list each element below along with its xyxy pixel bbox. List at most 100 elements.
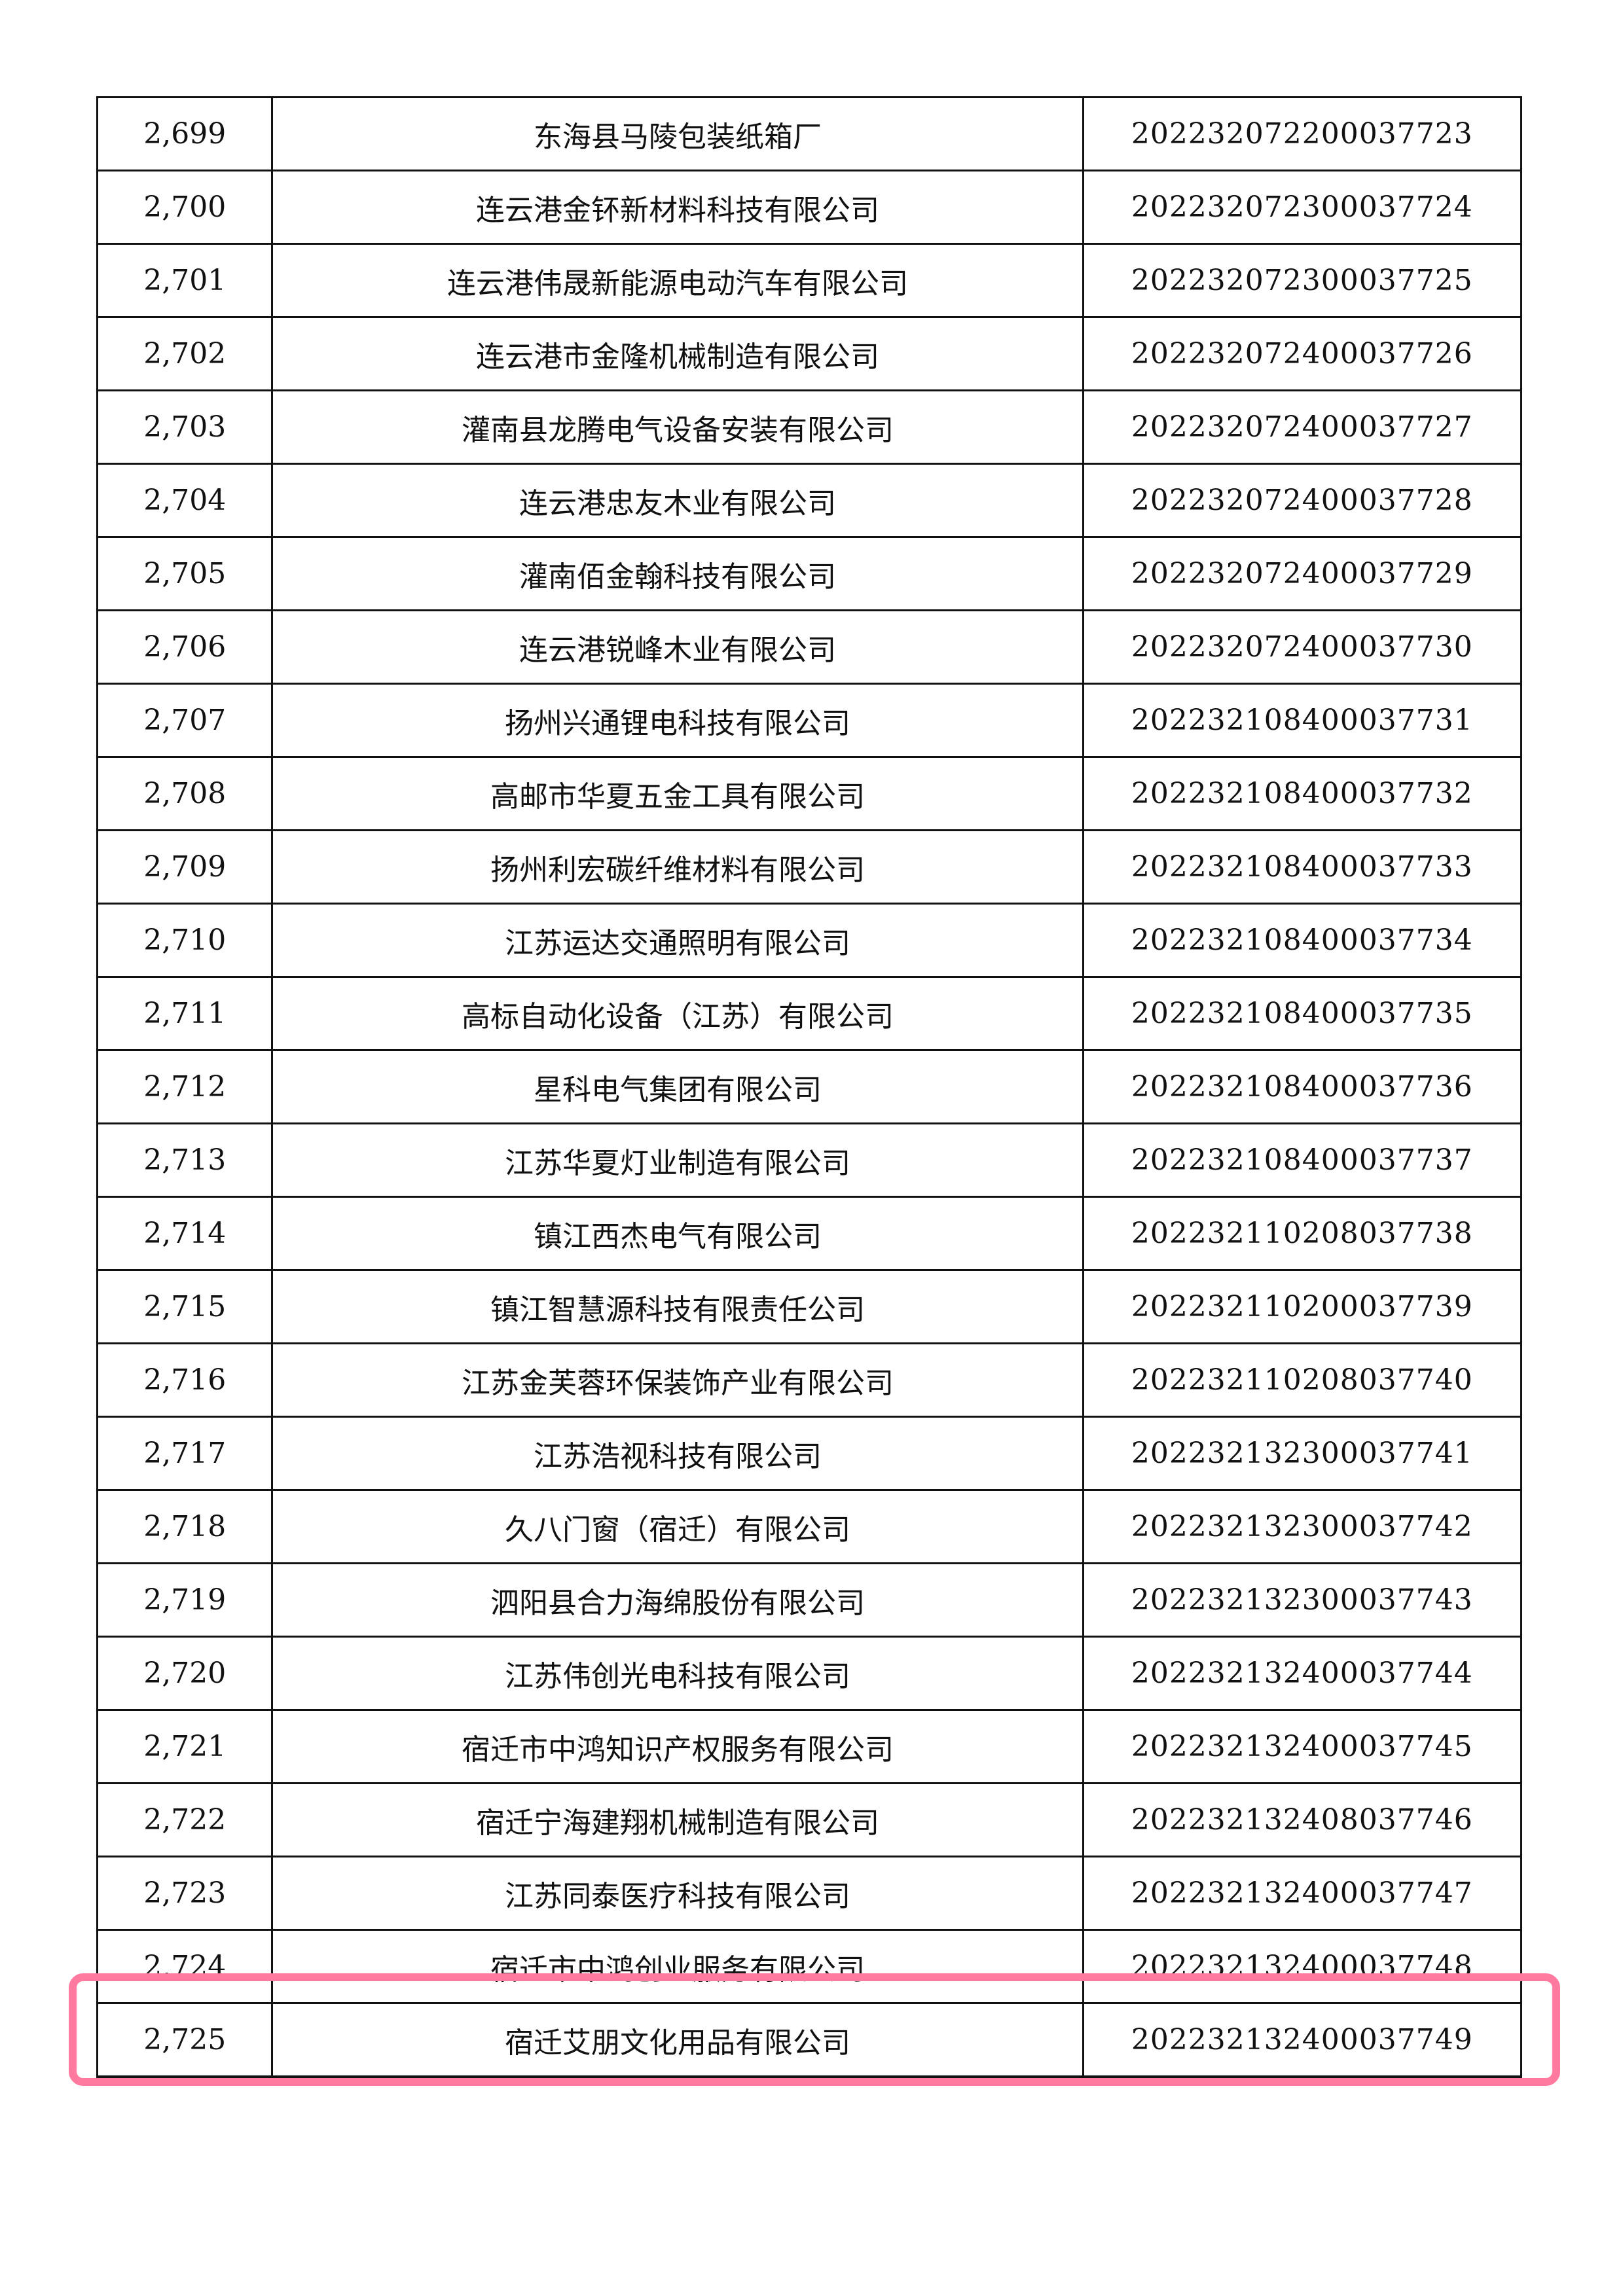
registration-code: 202232132300037741 <box>1082 1416 1523 1491</box>
table-row: 2,719 泗阳县合力海绵股份有限公司 202232132300037743 <box>96 1562 1523 1638</box>
table-row: 2,705 灌南佰金翰科技有限公司 202232072400037729 <box>96 536 1523 611</box>
company-name: 灌南县龙腾电气设备安装有限公司 <box>271 389 1084 465</box>
table-row: 2,704 连云港忠友木业有限公司 202232072400037728 <box>96 463 1523 538</box>
table-row: 2,723 江苏同泰医疗科技有限公司 202232132400037747 <box>96 1856 1523 1931</box>
company-name: 江苏同泰医疗科技有限公司 <box>271 1856 1084 1931</box>
registration-code: 202232072400037727 <box>1082 389 1523 465</box>
registration-code: 202232108400037732 <box>1082 756 1523 831</box>
registration-code: 202232132400037749 <box>1082 2002 1523 2079</box>
company-name: 高邮市华夏五金工具有限公司 <box>271 756 1084 831</box>
registration-code: 202232072300037725 <box>1082 243 1523 318</box>
row-number: 2,701 <box>96 243 274 318</box>
row-number: 2,703 <box>96 389 274 465</box>
company-name: 江苏金芙蓉环保装饰产业有限公司 <box>271 1342 1084 1418</box>
table-row: 2,717 江苏浩视科技有限公司 202232132300037741 <box>96 1416 1523 1491</box>
table-row: 2,707 扬州兴通锂电科技有限公司 202232108400037731 <box>96 683 1523 758</box>
table-row: 2,701 连云港伟晟新能源电动汽车有限公司 202232072300037725 <box>96 243 1523 318</box>
company-name: 连云港锐峰木业有限公司 <box>271 609 1084 685</box>
row-number: 2,724 <box>96 1929 274 2004</box>
registration-code: 202232108400037737 <box>1082 1122 1523 1198</box>
row-number: 2,725 <box>96 2002 274 2079</box>
company-name: 江苏华夏灯业制造有限公司 <box>271 1122 1084 1198</box>
table-row: 2,703 灌南县龙腾电气设备安装有限公司 202232072400037727 <box>96 389 1523 465</box>
registration-code: 202232108400037735 <box>1082 976 1523 1051</box>
row-number: 2,706 <box>96 609 274 685</box>
table-row-highlighted: 2,724 宿迁市中鸿创业服务有限公司 202232132400037748 <box>96 1929 1523 2004</box>
company-name: 连云港忠友木业有限公司 <box>271 463 1084 538</box>
company-name: 镇江西杰电气有限公司 <box>271 1196 1084 1271</box>
table-row: 2,716 江苏金芙蓉环保装饰产业有限公司 202232110208037740 <box>96 1342 1523 1418</box>
table-row: 2,718 久八门窗（宿迁）有限公司 202232132300037742 <box>96 1489 1523 1564</box>
row-number: 2,721 <box>96 1709 274 1784</box>
registration-code: 202232108400037733 <box>1082 829 1523 905</box>
registration-code: 202232108400037736 <box>1082 1049 1523 1124</box>
table-row: 2,722 宿迁宁海建翔机械制造有限公司 202232132408037746 <box>96 1782 1523 1857</box>
registration-code: 202232110208037738 <box>1082 1196 1523 1271</box>
table-row: 2,712 星科电气集团有限公司 202232108400037736 <box>96 1049 1523 1124</box>
registration-code: 202232132400037744 <box>1082 1636 1523 1711</box>
table-row: 2,721 宿迁市中鸿知识产权服务有限公司 202232132400037745 <box>96 1709 1523 1784</box>
company-name: 江苏浩视科技有限公司 <box>271 1416 1084 1491</box>
registration-code: 202232132300037743 <box>1082 1562 1523 1638</box>
company-name: 东海县马陵包装纸箱厂 <box>271 96 1084 171</box>
row-number: 2,717 <box>96 1416 274 1491</box>
registration-code: 202232132400037745 <box>1082 1709 1523 1784</box>
row-number: 2,702 <box>96 316 274 391</box>
company-name: 宿迁艾朋文化用品有限公司 <box>271 2002 1084 2079</box>
table-row: 2,708 高邮市华夏五金工具有限公司 202232108400037732 <box>96 756 1523 831</box>
row-number: 2,705 <box>96 536 274 611</box>
table-row: 2,715 镇江智慧源科技有限责任公司 202232110200037739 <box>96 1269 1523 1344</box>
company-name: 镇江智慧源科技有限责任公司 <box>271 1269 1084 1344</box>
company-name: 久八门窗（宿迁）有限公司 <box>271 1489 1084 1564</box>
company-name: 江苏运达交通照明有限公司 <box>271 903 1084 978</box>
company-name: 宿迁市中鸿知识产权服务有限公司 <box>271 1709 1084 1784</box>
company-list-table: 2,699 东海县马陵包装纸箱厂 202232072200037723 2,700 连云… <box>96 96 1523 2079</box>
company-name: 高标自动化设备（江苏）有限公司 <box>271 976 1084 1051</box>
row-number: 2,720 <box>96 1636 274 1711</box>
company-name: 宿迁宁海建翔机械制造有限公司 <box>271 1782 1084 1857</box>
registration-code: 202232132300037742 <box>1082 1489 1523 1564</box>
row-number: 2,722 <box>96 1782 274 1857</box>
registration-code: 202232072300037724 <box>1082 170 1523 245</box>
row-number: 2,708 <box>96 756 274 831</box>
company-name: 宿迁市中鸿创业服务有限公司 <box>271 1929 1084 2004</box>
registration-code: 202232072400037730 <box>1082 609 1523 685</box>
registration-code: 202232132400037747 <box>1082 1856 1523 1931</box>
registration-code: 202232132408037746 <box>1082 1782 1523 1857</box>
row-number: 2,716 <box>96 1342 274 1418</box>
row-number: 2,710 <box>96 903 274 978</box>
company-name: 扬州兴通锂电科技有限公司 <box>271 683 1084 758</box>
row-number: 2,707 <box>96 683 274 758</box>
registration-code: 202232072400037728 <box>1082 463 1523 538</box>
registration-code: 202232110200037739 <box>1082 1269 1523 1344</box>
row-number: 2,719 <box>96 1562 274 1638</box>
row-number: 2,700 <box>96 170 274 245</box>
table-row: 2,700 连云港金钚新材料科技有限公司 202232072300037724 <box>96 170 1523 245</box>
registration-code: 202232108400037731 <box>1082 683 1523 758</box>
registration-code: 202232108400037734 <box>1082 903 1523 978</box>
table-row: 2,714 镇江西杰电气有限公司 202232110208037738 <box>96 1196 1523 1271</box>
row-number: 2,711 <box>96 976 274 1051</box>
company-name: 连云港金钚新材料科技有限公司 <box>271 170 1084 245</box>
row-number: 2,699 <box>96 96 274 171</box>
row-number: 2,723 <box>96 1856 274 1931</box>
table-row: 2,720 江苏伟创光电科技有限公司 202232132400037744 <box>96 1636 1523 1711</box>
row-number: 2,713 <box>96 1122 274 1198</box>
row-number: 2,712 <box>96 1049 274 1124</box>
registration-code: 202232072400037729 <box>1082 536 1523 611</box>
table-row: 2,706 连云港锐峰木业有限公司 202232072400037730 <box>96 609 1523 685</box>
table-row: 2,710 江苏运达交通照明有限公司 202232108400037734 <box>96 903 1523 978</box>
table-row: 2,699 东海县马陵包装纸箱厂 202232072200037723 <box>96 96 1523 171</box>
table-row: 2,702 连云港市金隆机械制造有限公司 202232072400037726 <box>96 316 1523 391</box>
row-number: 2,715 <box>96 1269 274 1344</box>
row-number: 2,709 <box>96 829 274 905</box>
table-row: 2,713 江苏华夏灯业制造有限公司 202232108400037737 <box>96 1122 1523 1198</box>
company-name: 连云港市金隆机械制造有限公司 <box>271 316 1084 391</box>
registration-code: 202232072200037723 <box>1082 96 1523 171</box>
table-row: 2,725 宿迁艾朋文化用品有限公司 202232132400037749 <box>96 2002 1523 2079</box>
registration-code: 202232132400037748 <box>1082 1929 1523 2004</box>
registration-code: 202232110208037740 <box>1082 1342 1523 1418</box>
company-name: 江苏伟创光电科技有限公司 <box>271 1636 1084 1711</box>
registration-code: 202232072400037726 <box>1082 316 1523 391</box>
row-number: 2,714 <box>96 1196 274 1271</box>
